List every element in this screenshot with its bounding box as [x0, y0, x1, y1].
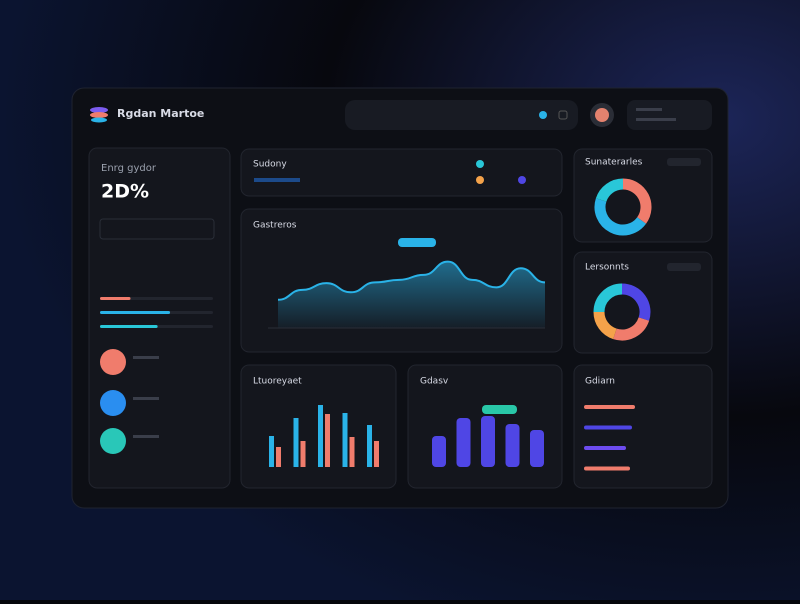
logo [90, 107, 108, 123]
donut-segment [593, 283, 623, 313]
filter-icon[interactable] [558, 110, 568, 120]
card-title: Gdiarn [585, 377, 615, 387]
bar [374, 441, 379, 467]
hbar [584, 466, 630, 471]
legend-dot [476, 160, 484, 168]
bar [300, 441, 306, 467]
bar [481, 416, 495, 467]
item-icon [100, 390, 126, 416]
dropdown[interactable] [667, 158, 701, 166]
bar [367, 425, 372, 467]
bar [325, 414, 330, 467]
brand-name: Rgdan Martoe [117, 107, 204, 120]
donut-segment [621, 283, 651, 321]
profile-line [636, 118, 676, 121]
tooltip [482, 405, 517, 414]
card-title: Sudony [253, 160, 287, 170]
bar [318, 405, 323, 467]
profile-box[interactable] [627, 100, 712, 130]
bar [269, 436, 274, 467]
card-title: Lersonnts [585, 263, 629, 273]
donut-segment [613, 317, 650, 341]
hbar [584, 425, 632, 430]
legend-dot [518, 176, 526, 184]
donut-segment [594, 198, 647, 236]
search-icon[interactable] [539, 111, 547, 119]
stat-box [99, 218, 215, 240]
progress-bar [100, 325, 158, 328]
stat-value: 2D% [101, 181, 149, 203]
stat-title: Enrg gydor [101, 163, 157, 174]
card-title: Gastreros [253, 221, 297, 231]
progress-bar [100, 297, 131, 300]
bar [276, 447, 281, 467]
progress-bar [100, 311, 171, 314]
bar [432, 436, 446, 467]
legend-dot [476, 176, 484, 184]
area-line [277, 260, 546, 301]
summary-card [240, 148, 563, 197]
item-line [133, 435, 159, 438]
item-line [133, 397, 159, 400]
avatar-face [595, 108, 609, 122]
bar [349, 437, 355, 467]
area-fill [278, 261, 545, 328]
bar [530, 430, 544, 467]
tooltip [398, 238, 436, 247]
search-bar[interactable] [345, 100, 578, 130]
summary-line [254, 178, 300, 182]
hbar-card [573, 364, 713, 489]
item-line [133, 356, 159, 359]
bar [505, 424, 520, 467]
hbar [584, 446, 626, 450]
donut-segment [593, 311, 617, 340]
dropdown[interactable] [667, 263, 701, 271]
item-icon [100, 428, 126, 454]
card-title: Sunaterarles [585, 158, 643, 168]
bar [342, 413, 348, 467]
donut-segment [622, 178, 652, 224]
card-title: Gdasv [420, 377, 449, 387]
bar [293, 418, 299, 467]
profile-line [636, 108, 662, 111]
item-icon [100, 349, 126, 375]
card-title: Ltuoreyaet [253, 377, 302, 387]
bar [456, 418, 471, 467]
donut-segment [595, 178, 624, 202]
hbar [584, 405, 635, 409]
